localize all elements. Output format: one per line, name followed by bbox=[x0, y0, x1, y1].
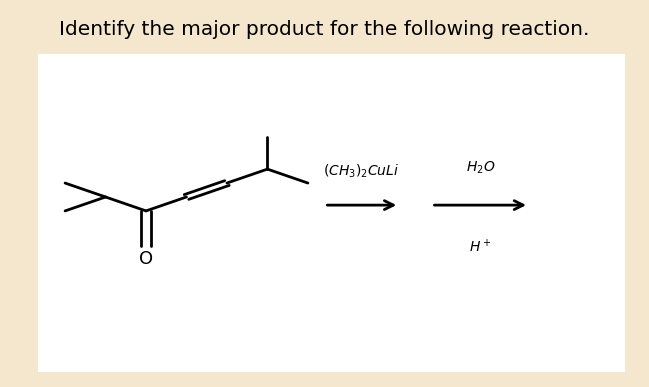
Text: Identify the major product for the following reaction.: Identify the major product for the follo… bbox=[59, 19, 590, 39]
Text: $H^+$: $H^+$ bbox=[469, 238, 491, 255]
Text: $(CH_3)_2CuLi$: $(CH_3)_2CuLi$ bbox=[323, 163, 400, 180]
Text: $H_2O$: $H_2O$ bbox=[465, 160, 495, 176]
Bar bbox=[38, 54, 625, 372]
Text: O: O bbox=[139, 250, 153, 268]
